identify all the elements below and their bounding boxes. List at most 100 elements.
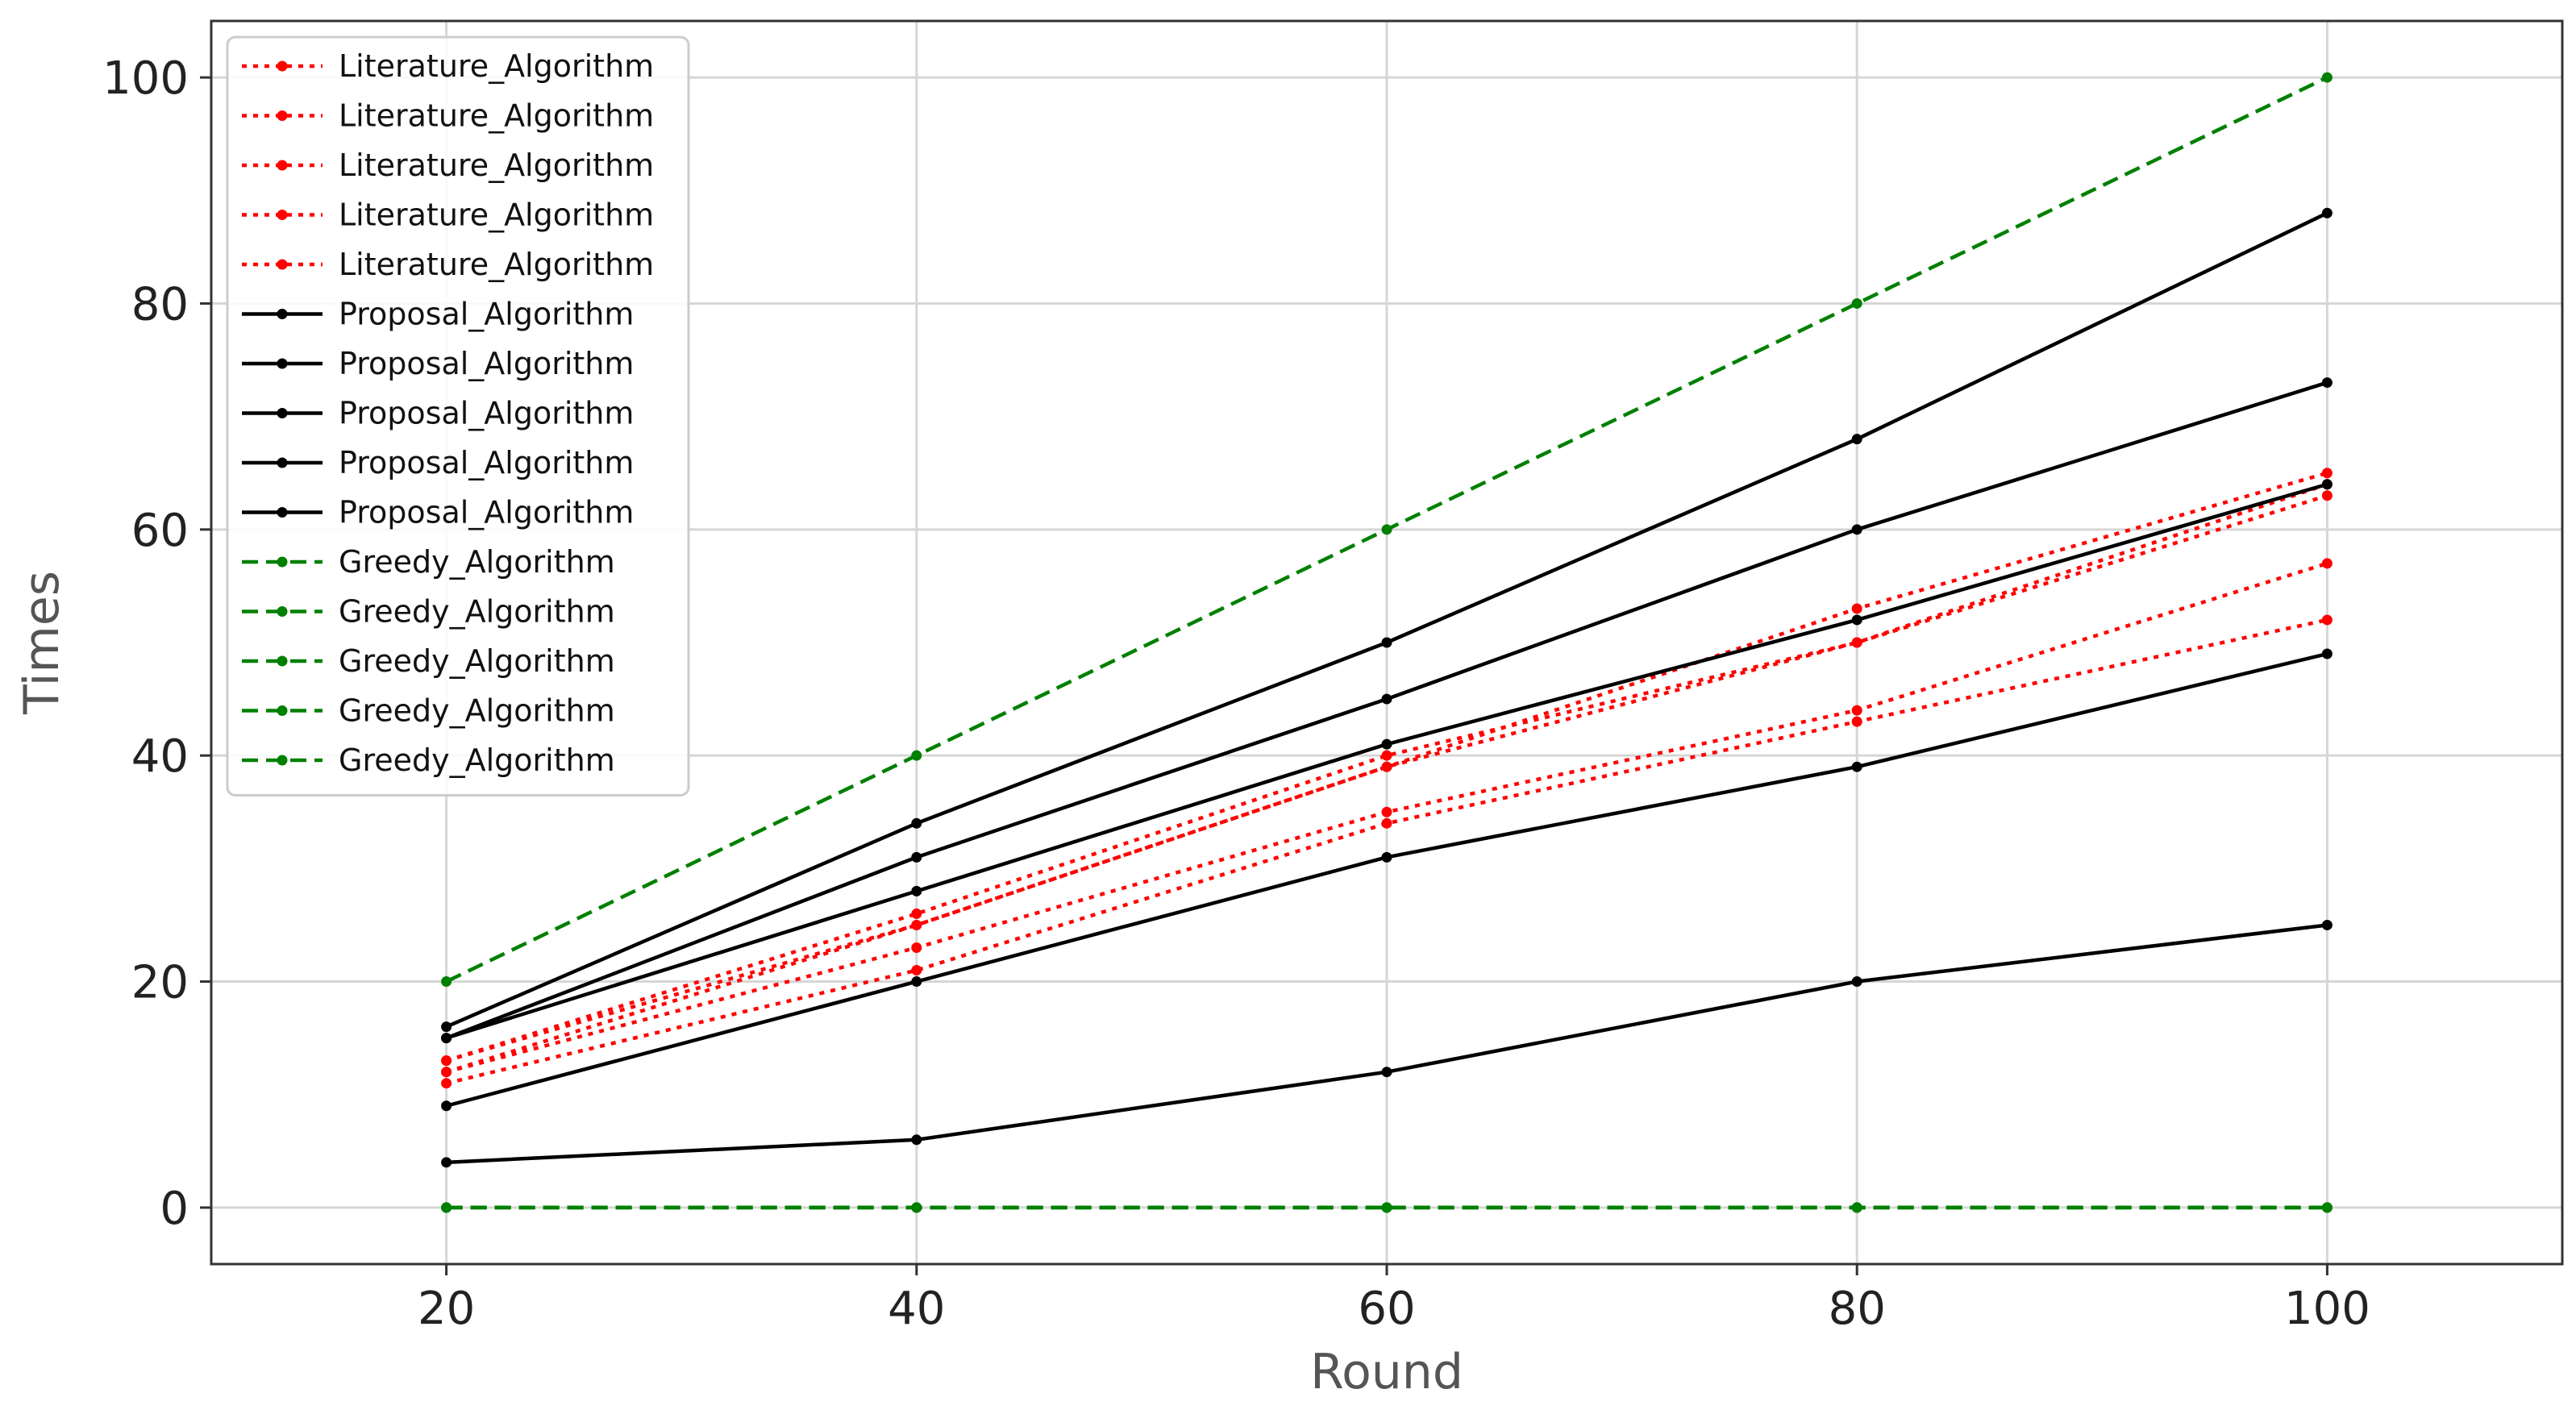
data-point [1381,693,1392,705]
legend-item: Proposal_Algorithm [242,297,634,332]
legend-marker [277,160,288,171]
data-point [911,976,922,988]
legend-item: Proposal_Algorithm [242,396,634,431]
y-tick-label: 40 [131,730,189,783]
data-point [441,1078,452,1089]
data-point [2321,490,2333,501]
data-point [911,851,922,863]
data-point [441,1157,452,1168]
legend-label: Proposal_Algorithm [339,495,634,530]
data-point [1381,851,1392,863]
x-tick-label: 20 [418,1283,475,1335]
legend-label: Greedy_Algorithm [339,742,615,778]
data-point [1851,614,1862,626]
x-tick-label: 40 [888,1283,945,1335]
legend-item: Proposal_Algorithm [242,495,634,530]
data-point [441,976,452,988]
legend-label: Literature_Algorithm [339,98,654,134]
series-line [445,493,2328,1074]
data-point [911,817,922,829]
y-tick-label: 0 [160,1183,189,1235]
legend-item: Literature_Algorithm [242,148,654,183]
data-point [1381,806,1392,817]
x-tick-label: 100 [2284,1283,2370,1335]
legend-item: Literature_Algorithm [242,98,654,134]
data-point [1381,637,1392,648]
legend-label: Proposal_Algorithm [339,445,634,480]
data-point [911,942,922,953]
axes-layer: 20 40 60 80 100 0 20 40 60 80 100 [102,19,2564,1335]
legend-box [226,35,690,797]
data-point [2321,468,2333,479]
data-point [2321,1202,2333,1213]
series-proposal-9 [441,377,2333,1044]
series-proposal-6 [441,919,2333,1168]
data-point [1851,434,1862,445]
legend-label: Literature_Algorithm [339,247,654,282]
legend-item: Literature_Algorithm [242,48,654,84]
data-point [2321,72,2333,83]
legend: Literature_Algorithm Literature_Algorithm… [226,35,690,797]
data-point [2321,558,2333,569]
legend-label: Proposal_Algorithm [339,396,634,431]
legend-item: Greedy_Algorithm [242,643,615,679]
data-point [911,919,922,930]
legend-item: Greedy_Algorithm [242,742,615,778]
legend-marker [277,457,288,468]
x-tick-label: 80 [1829,1283,1886,1335]
data-point [2321,919,2333,930]
legend-marker [277,556,288,568]
legend-item: Greedy_Algorithm [242,693,615,729]
legend-marker [277,358,288,369]
legend-label: Literature_Algorithm [339,198,654,233]
data-point [2321,648,2333,659]
data-point [1851,761,1862,772]
legend-marker [277,705,288,716]
data-point [911,750,922,761]
legend-label: Literature_Algorithm [339,48,654,84]
data-point [911,885,922,896]
data-point [911,908,922,919]
data-point [441,1202,452,1213]
y-tick-label: 60 [131,505,189,557]
data-point [1851,705,1862,716]
data-point [441,1055,452,1067]
data-point [1851,976,1862,988]
series-line [445,482,2328,1063]
x-tick-label: 60 [1358,1283,1415,1335]
legend-label: Greedy_Algorithm [339,544,615,580]
data-point [1381,750,1392,761]
x-axis-label: Round [1310,1344,1463,1400]
legend-item: Greedy_Algorithm [242,594,615,630]
data-point [441,1033,452,1044]
legend-label: Literature_Algorithm [339,148,654,183]
y-tick-label: 80 [131,278,189,331]
legend-label: Greedy_Algorithm [339,594,615,630]
data-point [2321,614,2333,626]
data-point [441,1021,452,1033]
data-point [1381,1202,1392,1213]
data-point [2321,479,2333,490]
data-point [911,1134,922,1146]
legend-label: Proposal_Algorithm [339,297,634,332]
legend-item: Greedy_Algorithm [242,544,615,580]
legend-marker [277,606,288,617]
series-proposal-7 [441,648,2333,1112]
y-tick-label: 20 [131,957,189,1009]
series-line [446,618,2328,1085]
series-literature-1 [441,614,2333,1089]
data-point [1851,1202,1862,1213]
data-point [1851,716,1862,727]
data-point [2321,377,2333,389]
data-point [1381,1067,1392,1078]
data-point [441,1067,452,1078]
legend-marker [277,259,288,270]
legend-item: Proposal_Algorithm [242,346,634,381]
legend-marker [277,408,288,418]
legend-marker [277,655,288,667]
y-axis-label: Times [14,571,70,715]
legend-marker [277,60,288,72]
data-point [1381,761,1392,772]
legend-label: Greedy_Algorithm [339,643,615,679]
